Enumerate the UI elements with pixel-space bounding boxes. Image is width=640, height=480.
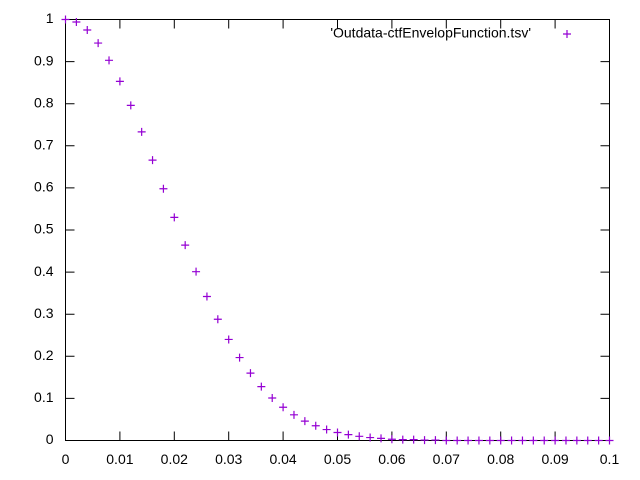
y-tick-label: 0.7 <box>34 137 54 153</box>
y-tick-label: 0.1 <box>34 389 54 405</box>
data-point <box>420 436 429 445</box>
data-point <box>355 432 364 441</box>
y-tick-label: 0.9 <box>34 52 54 68</box>
data-point <box>464 436 473 445</box>
data-point <box>485 436 494 445</box>
data-point <box>605 436 614 445</box>
x-tick-label: 0.03 <box>215 451 242 467</box>
data-point <box>572 436 581 445</box>
data-point <box>148 156 157 165</box>
data-point <box>105 56 114 65</box>
data-point <box>61 15 70 24</box>
data-point <box>322 425 331 434</box>
data-point <box>94 39 103 48</box>
x-tick-label: 0.07 <box>433 451 460 467</box>
data-point <box>159 184 168 193</box>
data-point <box>474 436 483 445</box>
x-tick-label: 0.09 <box>541 451 568 467</box>
data-point <box>126 101 135 110</box>
data-point <box>453 436 462 445</box>
data-point <box>257 382 266 391</box>
data-point <box>366 433 375 442</box>
data-point <box>311 421 320 430</box>
data-point <box>333 428 342 437</box>
data-point <box>507 436 516 445</box>
data-point <box>529 436 538 445</box>
data-point <box>115 77 124 86</box>
data-point <box>387 435 396 444</box>
data-point <box>279 403 288 412</box>
data-point <box>551 436 560 445</box>
x-tick-label: 0.02 <box>161 451 188 467</box>
data-point <box>344 430 353 439</box>
data-point <box>583 436 592 445</box>
data-point <box>72 18 81 27</box>
data-point <box>246 369 255 378</box>
y-tick-label: 0.2 <box>34 347 54 363</box>
data-point <box>561 436 570 445</box>
data-point <box>235 353 244 362</box>
data-point <box>496 436 505 445</box>
legend-label: 'Outdata-ctfEnvelopFunction.tsv' <box>330 25 531 41</box>
y-tick-label: 0.6 <box>34 179 54 195</box>
x-tick-label: 0.05 <box>324 451 351 467</box>
y-tick-label: 0.4 <box>34 263 54 279</box>
data-point <box>518 436 527 445</box>
x-tick-label: 0.01 <box>106 451 133 467</box>
data-point <box>202 292 211 301</box>
data-point <box>540 436 549 445</box>
x-tick-label: 0.1 <box>600 451 620 467</box>
y-tick-label: 1 <box>46 10 54 26</box>
data-point <box>594 436 603 445</box>
data-point <box>377 434 386 443</box>
data-point <box>224 335 233 344</box>
data-point <box>181 241 190 250</box>
data-point <box>300 417 309 426</box>
data-point <box>442 436 451 445</box>
x-tick-label: 0.04 <box>269 451 296 467</box>
y-tick-label: 0.5 <box>34 221 54 237</box>
data-point <box>192 267 201 276</box>
data-point <box>83 26 92 35</box>
data-point <box>409 435 418 444</box>
data-point <box>268 393 277 402</box>
x-tick-label: 0 <box>62 451 70 467</box>
x-tick-label: 0.06 <box>378 451 405 467</box>
data-point <box>213 315 222 324</box>
data-point <box>289 410 298 419</box>
data-point <box>398 435 407 444</box>
data-point <box>170 213 179 222</box>
x-tick-label: 0.08 <box>487 451 514 467</box>
legend-marker <box>563 30 571 38</box>
data-point <box>431 436 440 445</box>
y-tick-label: 0.8 <box>34 94 54 110</box>
y-tick-label: 0.3 <box>34 305 54 321</box>
data-point <box>137 127 146 136</box>
y-tick-label: 0 <box>46 431 54 447</box>
